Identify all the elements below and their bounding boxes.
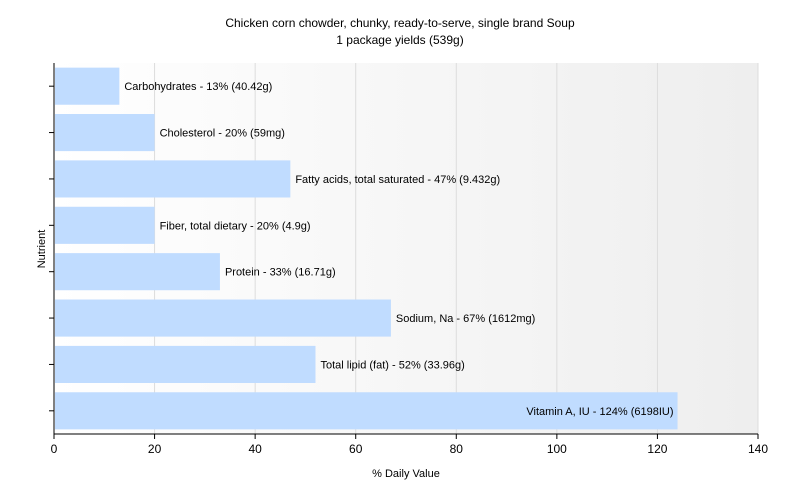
bar-label: Cholesterol - 20% (59mg): [160, 128, 285, 140]
x-tick-label: 20: [148, 442, 162, 456]
bar-label: Vitamin A, IU - 124% (6198IU): [526, 406, 673, 418]
bar-label: Protein - 33% (16.71g): [225, 267, 336, 279]
y-axis-title: Nutrient: [36, 230, 48, 269]
bar-label: Carbohydrates - 13% (40.42g): [124, 81, 272, 93]
bar-label: Fiber, total dietary - 20% (4.9g): [160, 220, 311, 232]
bar: [55, 253, 220, 291]
x-tick-label: 40: [248, 442, 262, 456]
bar: [55, 299, 391, 337]
x-tick-label: 100: [547, 442, 567, 456]
bar-label: Sodium, Na - 67% (1612mg): [396, 313, 535, 325]
chart-title: Chicken corn chowder, chunky, ready-to-s…: [225, 16, 575, 30]
x-tick-label: 140: [748, 442, 768, 456]
bar: [55, 392, 678, 430]
bar: [55, 114, 155, 152]
bar-label: Total lipid (fat) - 52% (33.96g): [320, 359, 464, 371]
x-tick-label: 120: [647, 442, 667, 456]
axes: 0 20 40 60 80 100 120 140: [49, 63, 768, 456]
bar: [55, 345, 316, 383]
chart-subtitle: 1 package yields (539g): [336, 33, 463, 47]
bar: [55, 160, 291, 198]
x-tick-label: 60: [349, 442, 363, 456]
x-tick-label: 0: [51, 442, 58, 456]
bars: Carbohydrates - 13% (40.42g) Cholesterol …: [55, 67, 678, 430]
bar: [55, 206, 155, 244]
x-tick-label: 80: [450, 442, 464, 456]
bar: [55, 67, 120, 105]
x-axis-title: % Daily Value: [372, 468, 440, 480]
bar-label: Fatty acids, total saturated - 47% (9.43…: [295, 174, 500, 186]
